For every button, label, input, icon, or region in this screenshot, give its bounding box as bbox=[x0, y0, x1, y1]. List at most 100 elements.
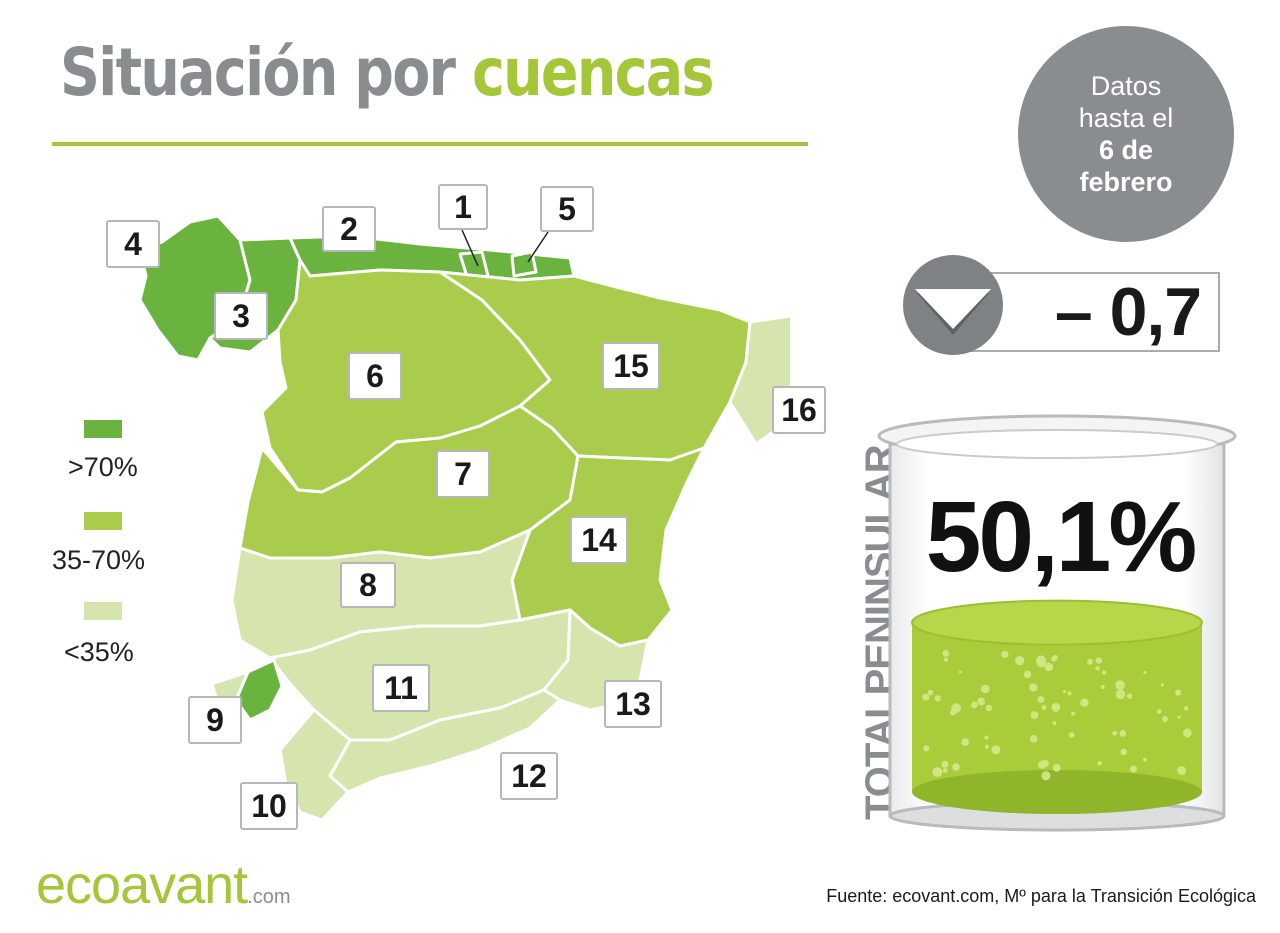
spain-basins-map bbox=[138, 214, 790, 822]
bubble bbox=[943, 657, 949, 662]
bubble bbox=[1175, 689, 1182, 696]
bubble bbox=[1115, 689, 1126, 700]
bubble bbox=[1029, 734, 1038, 743]
bubble bbox=[932, 767, 943, 778]
bubble bbox=[1087, 658, 1093, 665]
basin-label-1: 1 bbox=[438, 184, 488, 230]
bubble bbox=[934, 695, 941, 702]
source-note: Fuente: ecovant.com, Mº para la Transici… bbox=[826, 886, 1256, 906]
basin-label-7: 7 bbox=[436, 450, 490, 498]
bubble bbox=[950, 709, 956, 716]
bubble bbox=[1015, 656, 1025, 666]
bubble bbox=[1126, 693, 1133, 699]
bubble bbox=[1142, 757, 1147, 762]
title-part-green: cuencas bbox=[471, 34, 715, 111]
page-title: Situación por cuencas bbox=[60, 40, 715, 106]
basin-label-8: 8 bbox=[340, 562, 396, 608]
bubble bbox=[1052, 721, 1057, 726]
basin-area-9 bbox=[234, 658, 284, 722]
legend-label-high: >70% bbox=[68, 452, 138, 482]
bubble bbox=[1115, 680, 1125, 691]
bubble bbox=[1101, 670, 1107, 675]
bubble bbox=[942, 768, 948, 773]
bubble bbox=[1068, 732, 1075, 738]
bubble bbox=[1023, 670, 1032, 679]
legend-swatch-high bbox=[84, 420, 122, 438]
bubble bbox=[1183, 705, 1189, 711]
basin-label-10: 10 bbox=[240, 782, 298, 830]
basin-label-6: 6 bbox=[348, 352, 402, 400]
basin-label-12: 12 bbox=[500, 752, 558, 800]
date-line-1: Datos bbox=[1090, 71, 1162, 101]
bubble bbox=[1095, 665, 1100, 671]
basin-label-9: 9 bbox=[188, 696, 242, 744]
date-line-2: hasta el bbox=[1078, 103, 1174, 133]
bubble bbox=[1037, 696, 1045, 703]
bubble bbox=[1052, 764, 1061, 772]
bubble bbox=[1177, 766, 1187, 776]
bubble bbox=[1162, 715, 1168, 722]
weekly-change-badge: – 0,7 bbox=[964, 272, 1220, 352]
bubble bbox=[1120, 748, 1127, 756]
bubble bbox=[985, 744, 989, 749]
bubble bbox=[1036, 655, 1047, 666]
bubble bbox=[927, 689, 934, 696]
bubble bbox=[970, 701, 978, 709]
bubble bbox=[985, 704, 993, 712]
bubble bbox=[952, 763, 960, 771]
title-underline bbox=[52, 142, 808, 146]
bubble bbox=[1038, 760, 1047, 769]
bubble bbox=[922, 693, 930, 701]
basin-label-15: 15 bbox=[602, 342, 660, 390]
basin-label-16: 16 bbox=[772, 386, 826, 434]
bubble bbox=[1160, 683, 1164, 687]
bubble bbox=[941, 760, 949, 768]
bubble bbox=[1051, 656, 1057, 662]
title-part-gray: Situación por bbox=[60, 34, 456, 111]
basin-label-3: 3 bbox=[214, 292, 268, 340]
basin-label-4: 4 bbox=[106, 220, 160, 268]
legend-label-low: <35% bbox=[64, 637, 134, 667]
down-triangle-icon bbox=[903, 255, 1003, 355]
basin-label-11: 11 bbox=[372, 664, 430, 712]
bubble bbox=[1112, 730, 1118, 736]
legend-swatch-low bbox=[84, 602, 122, 620]
weekly-change-value: – 0,7 bbox=[1054, 274, 1202, 350]
bubble bbox=[980, 684, 990, 694]
bubble bbox=[1177, 715, 1181, 719]
bubble bbox=[1070, 711, 1076, 716]
basin-label-2: 2 bbox=[322, 206, 376, 252]
bubble bbox=[1130, 765, 1137, 773]
bubble bbox=[1041, 705, 1047, 710]
bubble bbox=[923, 745, 930, 752]
bubble bbox=[958, 670, 962, 674]
basin-area-5 bbox=[510, 250, 538, 278]
logo-domain: .com bbox=[247, 886, 291, 908]
bubble bbox=[1051, 702, 1061, 712]
logo-name: ecoavant bbox=[36, 855, 248, 915]
reservoir-jar-icon bbox=[877, 414, 1237, 832]
date-line-3: 6 de bbox=[1098, 135, 1154, 165]
bubble bbox=[942, 649, 950, 657]
bubble bbox=[1030, 711, 1039, 719]
date-badge: Datos hasta el 6 de febrero bbox=[1018, 26, 1234, 242]
ecoavant-logo: ecoavant.com bbox=[36, 858, 291, 912]
basin-label-14: 14 bbox=[570, 516, 628, 564]
legend-swatch-mid bbox=[84, 512, 122, 530]
bubble bbox=[961, 738, 970, 747]
bubble bbox=[1156, 709, 1162, 714]
bubble bbox=[1100, 684, 1105, 690]
bubble bbox=[1185, 733, 1190, 738]
bubble bbox=[1080, 698, 1089, 707]
bubble bbox=[1041, 771, 1051, 781]
bubble bbox=[1182, 728, 1192, 738]
total-percentage: 50,1% bbox=[925, 481, 1198, 593]
bubble bbox=[991, 745, 1001, 755]
bubble bbox=[1067, 691, 1072, 696]
bubble bbox=[984, 735, 989, 740]
bubble bbox=[977, 697, 986, 706]
bubble bbox=[1001, 650, 1009, 659]
date-line-4: febrero bbox=[1079, 167, 1173, 197]
basin-label-13: 13 bbox=[604, 680, 662, 728]
bubble bbox=[1119, 730, 1127, 737]
